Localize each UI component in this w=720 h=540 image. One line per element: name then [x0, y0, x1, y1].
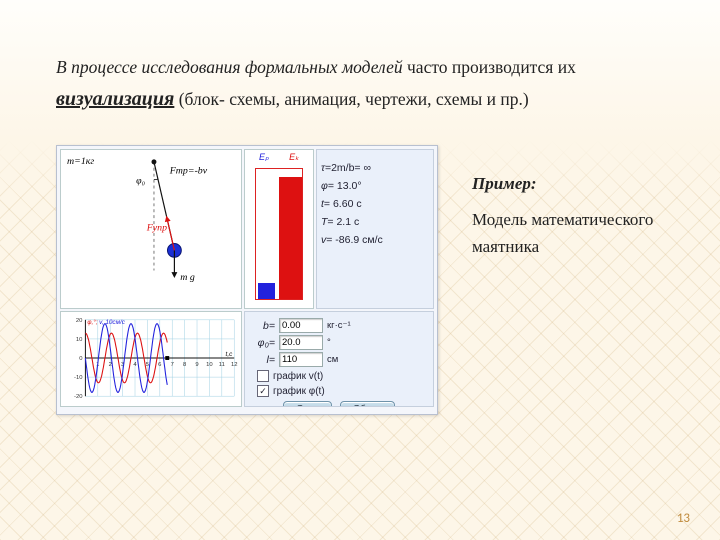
svg-text:t,c: t,c	[226, 351, 234, 358]
param-row: l=см	[251, 352, 427, 367]
graph-toggle[interactable]: график v(t)	[257, 370, 427, 382]
readout-pane: τ=2m/b= ∞ φ= 13.0° t= 6.60 с T= 2.1 с v= -86…	[316, 149, 434, 309]
param-row: b=кг·с⁻¹	[251, 318, 427, 333]
checkbox-label: график v(t)	[273, 371, 323, 382]
graph-toggle[interactable]: ✓ график φ(t)	[257, 385, 427, 397]
svg-text:11: 11	[219, 362, 225, 368]
readout-line: τ=2m/b= ∞	[321, 162, 429, 174]
param-unit: см	[327, 354, 338, 365]
svg-text:8: 8	[183, 362, 186, 368]
readout-line: T= 2.1 с	[321, 216, 429, 228]
example-text: Модель математического маятника	[472, 207, 672, 260]
checkbox-label: график φ(t)	[273, 386, 325, 397]
svg-text:-10: -10	[74, 375, 83, 381]
svg-text:φ,°;: φ,°;	[87, 318, 97, 326]
Ep-label: Eₚ	[259, 152, 269, 163]
readout-line: t= 6.60 с	[321, 198, 429, 210]
svg-text:6: 6	[158, 362, 161, 368]
svg-text:12: 12	[231, 362, 238, 368]
svg-text:2: 2	[109, 362, 112, 368]
plot-pane: 123456789101112-20-1001020φ,°;v, 10см/сt…	[60, 311, 242, 407]
svg-text:9: 9	[195, 362, 198, 368]
param-input[interactable]	[279, 335, 323, 350]
svg-text:v, 10см/с: v, 10см/с	[99, 319, 126, 326]
Ek-label: Eₖ	[289, 152, 299, 163]
svg-text:4: 4	[133, 362, 137, 368]
Ep-bar	[258, 283, 275, 299]
pendulum-pane: m=1кг φ₀ Fтр=-bv Fупр m g	[60, 149, 242, 309]
lead-phrase: В процессе исследования формальных модел…	[56, 57, 403, 77]
svg-text:0: 0	[79, 356, 83, 362]
param-input[interactable]	[279, 318, 323, 333]
energy-bars-pane: Eₚ Eₖ	[244, 149, 314, 309]
simulation-screenshot: m=1кг φ₀ Fтр=-bv Fупр m g Eₚ Eₖ τ=2m/b= ∞ φ= …	[56, 145, 438, 415]
example-label: Пример:	[472, 171, 672, 197]
svg-text:Fтр=-bv: Fтр=-bv	[169, 166, 208, 177]
Ek-bar	[279, 177, 302, 299]
visualization-word: визуализация	[56, 88, 174, 110]
svg-text:m g: m g	[180, 272, 195, 283]
readout-line: φ= 13.0°	[321, 180, 429, 192]
readout-line: v= -86.9 см/с	[321, 234, 429, 246]
param-unit: °	[327, 337, 331, 348]
intro-paragraph: В процессе исследования формальных модел…	[56, 52, 666, 118]
checkbox-icon	[257, 370, 269, 382]
svg-text:10: 10	[76, 337, 83, 343]
param-unit: кг·с⁻¹	[327, 320, 351, 331]
svg-text:m=1кг: m=1кг	[67, 156, 94, 167]
svg-text:20: 20	[76, 318, 83, 324]
svg-text:φ₀: φ₀	[136, 176, 145, 187]
svg-text:7: 7	[171, 362, 174, 368]
param-row: φ₀=°	[251, 335, 427, 350]
page-number: 13	[677, 511, 690, 526]
controls-pane: b=кг·с⁻¹ φ₀=° l=см график v(t) ✓ график φ(t)…	[244, 311, 434, 407]
stop-button[interactable]: Стоп	[283, 401, 332, 407]
svg-text:-20: -20	[74, 394, 83, 400]
tail: (блок- схемы, анимация, чертежи, схемы и…	[174, 89, 528, 109]
mid1: часто производится их	[403, 57, 576, 77]
param-input[interactable]	[279, 352, 323, 367]
svg-text:10: 10	[206, 362, 213, 368]
checkbox-icon: ✓	[257, 385, 269, 397]
reset-button[interactable]: Сброс	[340, 401, 395, 407]
svg-text:Fупр: Fупр	[146, 223, 167, 234]
bar-frame	[255, 168, 303, 300]
example-caption: Пример: Модель математического маятника	[472, 171, 672, 260]
